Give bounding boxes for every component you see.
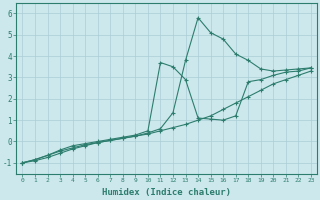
X-axis label: Humidex (Indice chaleur): Humidex (Indice chaleur) — [102, 188, 231, 197]
